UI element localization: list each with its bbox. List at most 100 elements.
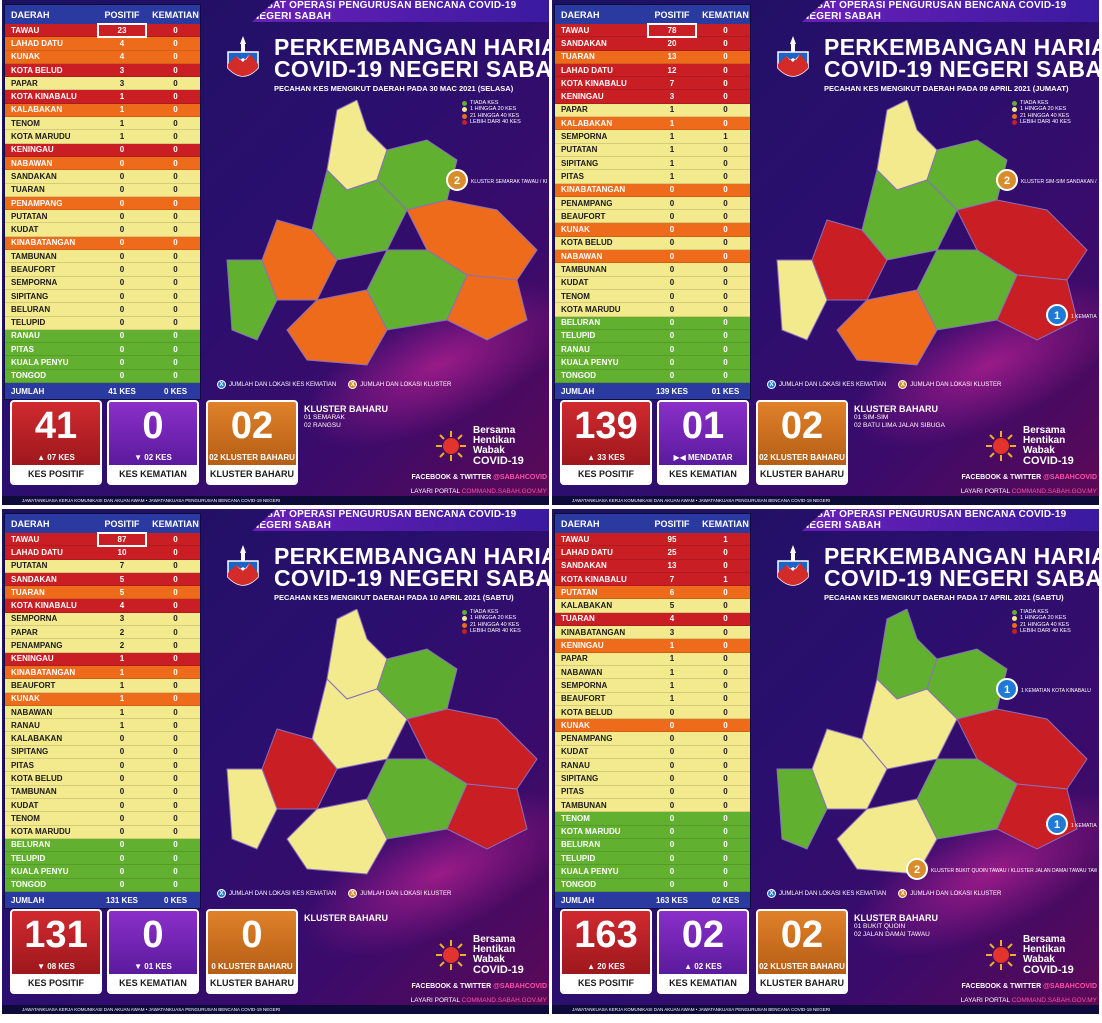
sabah-district-map [226,609,538,875]
portal-link[interactable]: COMMAND.SABAH.GOV.MY [461,488,547,495]
table-row: KENINGAU 3 0 [555,90,750,104]
bersama-line4: COVID-19 [473,964,524,976]
social-handle-link[interactable]: @SABAHCOVID [493,474,547,481]
positif-value: 4 [119,52,125,62]
kematian-value: 0 [723,694,728,704]
positif-value: 0 [669,853,675,863]
social-handle-link[interactable]: @SABAHCOVID [1043,983,1097,990]
district-name: PUTATAN [11,561,48,571]
positif-value: 0 [669,251,675,261]
legend-item: LEBIH DARI 40 KES [462,628,542,634]
callout-number: 1 [1054,310,1060,322]
positif-value: 0 [119,747,125,757]
positif-value: 13 [667,561,677,571]
legend-label: 1 HINGGA 20 KES [1020,106,1067,113]
kematian-value: 0 [173,105,178,115]
virus-icon [986,431,1016,461]
district-name: KUALA PENYU [561,867,619,877]
table-row: KUNAK 1 0 [5,692,200,706]
positif-value: 0 [669,840,675,850]
table-row: SANDAKAN 20 0 [555,37,750,51]
kluster-baharu-label: KLUSTER BAHARU [758,465,846,483]
map-callout-group: 1 1 KEMATIAN KOTA KINABALU 1 1 KEMATIAN TAW… [906,678,1097,880]
death-callout: 1 1 KEMATIAN KOTA KINABALU [996,678,1091,700]
kluster-item: 01 SEMARAK [304,414,345,421]
portal-link[interactable]: COMMAND.SABAH.GOV.MY [1011,997,1097,1004]
table-row: SANDAKAN 13 0 [555,559,750,573]
district-name: KOTA BELUD [561,707,613,717]
kes-kematian-card: 01 ▶◀ MENDATAR KES KEMATIAN [657,400,749,485]
kematian-value: 0 [173,358,178,368]
portal-prefix: LAYARI PORTAL [410,488,460,495]
table-row: TAMBUNAN 0 0 [5,785,200,799]
table-row: TONGOD 0 0 [555,369,750,384]
district-name: TONGOD [11,880,46,890]
social-media-line: FACEBOOK & TWITTER @SABAHCOVID [947,474,1097,481]
kematian-value: 0 [173,25,178,35]
district-name: KOTA MARUDU [11,827,71,837]
district-name: TONGOD [11,371,46,381]
kematian-value: 0 [173,92,178,102]
district-name: PAPAR [561,105,588,115]
kes-positif-value: 41 [34,404,78,447]
table-row: BELURAN 0 0 [5,838,200,853]
social-prefix: FACEBOOK & TWITTER [961,983,1042,990]
district-name: LAHAD DATU [561,65,613,75]
positif-value: 3 [669,92,675,102]
positif-value: 3 [119,614,125,624]
positif-value: 0 [119,734,125,744]
social-handle-link[interactable]: @SABAHCOVID [1043,474,1097,481]
kematian-value: 0 [723,641,728,651]
positif-value: 0 [669,264,675,274]
positif-value: 1 [119,707,125,717]
bersama-text: Bersama Hentikan Wabak COVID-19 [1023,935,1074,976]
positif-value: 0 [119,827,125,837]
kematian-value: 0 [173,587,178,597]
portal-prefix: LAYARI PORTAL [960,997,1010,1004]
district-name: BEAUFORT [561,694,606,704]
kematian-value: 0 [173,707,178,717]
positif-value: 23 [93,22,151,38]
map-district-region [446,274,528,341]
social-prefix: FACEBOOK & TWITTER [411,474,492,481]
kluster-item: 02 BATU LIMA JALAN SIBUGA [854,422,945,429]
social-handle-link[interactable]: @SABAHCOVID [493,983,547,990]
kematian-value: 0 [723,601,728,611]
infographic-panel-3: PUSAT OPERASI PENGURUSAN BENCANA COVID-1… [2,509,549,1014]
table-row: KOTA MARUDU 1 0 [5,130,200,144]
portal-link[interactable]: COMMAND.SABAH.GOV.MY [1011,488,1097,495]
district-name: PITAS [11,760,34,770]
kematian-value: 0 [173,291,178,301]
positif-value: 1 [119,667,125,677]
total-kematian: 02 KES [711,895,740,905]
portal-link[interactable]: COMMAND.SABAH.GOV.MY [461,997,547,1004]
kematian-value: 0 [173,760,178,770]
district-name: KUDAT [11,225,39,235]
map-callout-group: 2 KLUSTER SIM-SIM SANDAKAN / KLUSTER BATU… [996,169,1097,326]
callout-number: 2 [1004,175,1010,187]
header-positif: POSITIF [654,9,690,20]
kematian-value: 0 [173,264,178,274]
cluster-marker-icon: X [898,380,908,389]
legend-label: 21 HINGGA 40 KES [1020,112,1070,119]
district-name: NABAWAN [561,251,603,261]
table-row: KALABAKAN 0 0 [5,732,200,746]
legend-item: 1 HINGGA 20 KES [462,106,542,112]
page-title-line2: COVID-19 NEGERI SABAH [274,56,549,82]
positif-value: 1 [669,680,675,690]
positif-value: 0 [669,747,675,757]
social-media-line: FACEBOOK & TWITTER @SABAHCOVID [947,983,1097,990]
table-row: KUALA PENYU 0 0 [555,865,750,879]
positif-value: 6 [669,587,675,597]
positif-value: 20 [667,38,677,48]
kematian-value: 0 [173,534,178,544]
sabah-district-map: 2 KLUSTER SIM-SIM SANDAKAN / KLUSTER BATU… [776,100,1097,366]
positif-value: 0 [119,238,125,248]
district-name: BEAUFORT [561,211,606,221]
district-name: BEAUFORT [11,264,56,274]
table-row: KOTA KINABALU 7 1 [555,572,750,587]
district-name: SIPITANG [561,158,599,168]
death-legend-label: JUMLAH DAN LOKASI KES KEMATIAN [779,890,887,897]
legend-label: TIADA KES [470,100,499,106]
kluster-list-title: KLUSTER BAHARU [304,913,388,923]
